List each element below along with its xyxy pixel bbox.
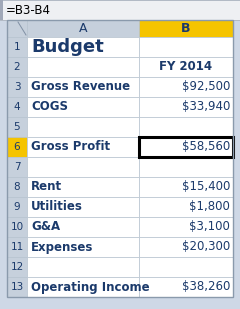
Bar [27,237,139,257]
Text: 8: 8 [14,182,20,192]
Text: COGS: COGS [31,100,68,113]
Text: $58,560: $58,560 [182,141,230,154]
Bar [139,20,233,37]
Text: Gross Profit: Gross Profit [31,141,110,154]
Bar [27,57,139,77]
Text: $20,300: $20,300 [182,240,230,253]
Text: Expenses: Expenses [31,240,93,253]
Text: $1,800: $1,800 [189,201,230,214]
Bar [7,257,27,277]
Text: Rent: Rent [31,180,62,193]
Bar [7,277,27,297]
Bar [7,57,27,77]
Text: FY 2014: FY 2014 [159,61,213,74]
Bar [139,217,233,237]
Text: 13: 13 [10,282,24,292]
Bar [139,97,233,117]
Bar [139,137,233,157]
Text: 11: 11 [10,242,24,252]
Bar [27,257,139,277]
Text: Gross Revenue: Gross Revenue [31,81,130,94]
Bar [27,117,139,137]
Text: $3,100: $3,100 [189,221,230,234]
Bar [7,20,27,37]
Bar [7,217,27,237]
Bar [0,0,240,20]
Text: Utilities: Utilities [31,201,83,214]
Bar [7,197,27,217]
Text: $38,260: $38,260 [182,281,230,294]
Text: 4: 4 [14,102,20,112]
Bar [7,157,27,177]
Bar [27,277,139,297]
Bar [139,137,233,157]
Bar [27,197,139,217]
Text: G&A: G&A [31,221,60,234]
Bar [7,137,27,157]
Bar [7,97,27,117]
Bar [27,97,139,117]
Text: $92,500: $92,500 [182,81,230,94]
Text: 12: 12 [10,262,24,272]
Bar [27,157,139,177]
Text: =B3-B4: =B3-B4 [6,3,51,16]
Bar [7,37,27,57]
Text: 2: 2 [14,62,20,72]
Bar [139,277,233,297]
Text: 5: 5 [14,122,20,132]
Bar [139,257,233,277]
Bar [27,20,139,37]
Text: Budget: Budget [31,38,104,56]
Bar [7,77,27,97]
Bar [139,197,233,217]
Bar [139,177,233,197]
Text: 1: 1 [14,42,20,52]
Text: 7: 7 [14,162,20,172]
Bar [27,77,139,97]
Bar [139,117,233,137]
Text: $33,940: $33,940 [182,100,230,113]
Bar [27,217,139,237]
Text: 9: 9 [14,202,20,212]
Text: Operating Income: Operating Income [31,281,150,294]
Text: 10: 10 [10,222,24,232]
Bar [139,57,233,77]
Bar [0,0,3,20]
Bar [7,117,27,137]
Bar [139,157,233,177]
Bar [27,137,139,157]
Bar [139,237,233,257]
Text: 6: 6 [14,142,20,152]
Text: A: A [79,22,87,35]
Bar [139,77,233,97]
Bar [7,177,27,197]
Text: $15,400: $15,400 [182,180,230,193]
Text: 3: 3 [14,82,20,92]
Bar [7,20,233,297]
Bar [27,177,139,197]
Bar [7,237,27,257]
Bar [27,37,139,57]
Text: B: B [181,22,191,35]
Bar [139,37,233,57]
